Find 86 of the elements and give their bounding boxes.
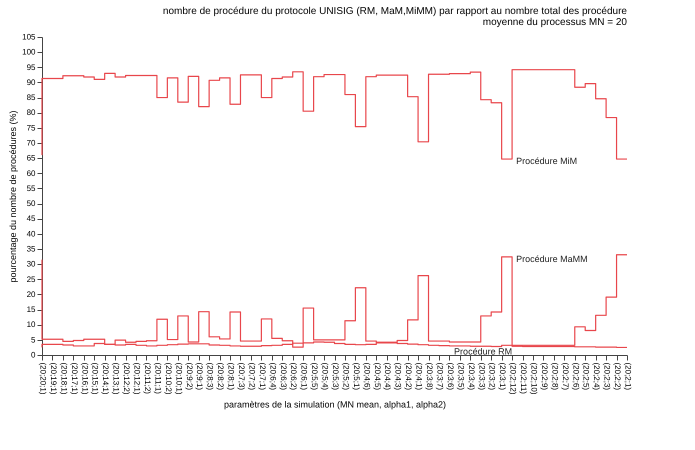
y-tick-label: 20	[26, 290, 36, 299]
x-tick-label: (20;16;1)	[80, 362, 90, 395]
y-tick-label: 5	[31, 335, 36, 344]
y-tick-label: 50	[26, 199, 36, 208]
y-tick-label: 80	[26, 108, 36, 118]
x-tick-label: (20;5;4)	[320, 362, 330, 390]
x-tick-label: (20;3;6)	[446, 362, 455, 390]
y-tick-label: 15	[26, 305, 36, 314]
x-tick-label: (20;18;1)	[59, 362, 68, 395]
x-tick-label: (20;15;1)	[90, 362, 100, 395]
x-tick-label: (20;19;1)	[48, 362, 58, 395]
y-tick-label: 65	[26, 154, 36, 163]
y-tick-label: 45	[26, 214, 36, 224]
y-tick-label: 90	[26, 78, 36, 87]
x-tick-label: (20;3;4)	[466, 362, 476, 390]
x-tick-label: (20;11;2)	[142, 362, 152, 394]
series-label: Procédure MaMM	[516, 254, 588, 264]
x-tick-label: (20;9;1)	[195, 362, 204, 390]
y-tick-label: 25	[26, 274, 36, 284]
series-label: Procédure RM	[454, 346, 512, 356]
x-tick-label: (20;5;2)	[341, 362, 350, 390]
x-tick-label: (20;12;1)	[132, 362, 142, 395]
chart-title: nombre de procédure du protocole UNISIG (RM, MaM,MiMM) par rapport au nombre total des procédure	[162, 6, 628, 17]
x-tick-label: (20;10;1)	[174, 362, 184, 395]
x-tick-label: (20;8;3)	[206, 362, 215, 390]
x-tick-label: (20;6;2)	[289, 362, 298, 390]
x-tick-label: (20;5;1)	[352, 362, 361, 390]
x-tick-label: (20;2;11)	[519, 362, 528, 394]
x-tick-label: (20;2;3)	[602, 362, 612, 390]
x-tick-label: (20;20;1)	[38, 362, 48, 395]
x-tick-label: (20;8;1)	[226, 362, 236, 390]
x-tick-label: (20;5;3)	[331, 362, 340, 390]
x-tick-label: (20;7;1)	[258, 362, 267, 390]
y-tick-label: 30	[26, 260, 36, 269]
x-tick-label: (20;2;9)	[540, 362, 549, 390]
x-tick-label: (20;3;3)	[477, 362, 486, 390]
x-axis-title: paramètres de la simulation (MN mean, alpha1, alpha2)	[224, 400, 446, 410]
x-tick-label: (20;4;5)	[372, 362, 382, 390]
x-tick-label: (20;7;3)	[236, 362, 246, 390]
y-tick-label: 40	[26, 229, 36, 238]
x-tick-label: (20;6;1)	[300, 362, 309, 390]
x-tick-label: (20;3;7)	[435, 362, 444, 390]
x-tick-label: (20;2;7)	[560, 362, 570, 390]
x-tick-label: (20;2;12)	[508, 362, 518, 395]
x-tick-label: (20;12;2)	[122, 362, 132, 395]
x-tick-label: (20;11;1)	[153, 362, 162, 394]
x-tick-label: (20;4;1)	[414, 362, 424, 390]
x-tick-label: (20;2;8)	[550, 362, 560, 390]
x-tick-label: (20;7;2)	[247, 362, 256, 390]
x-tick-label: (20;6;3)	[278, 362, 288, 390]
x-tick-label: (20;17;1)	[70, 362, 79, 395]
y-tick-label: 55	[26, 184, 36, 193]
x-tick-label: (20;5;5)	[310, 362, 320, 390]
chart-subtitle: moyenne du processus MN = 20	[482, 17, 628, 28]
x-tick-label: (20;2;10)	[529, 362, 538, 395]
y-tick-label: 100	[22, 48, 36, 57]
y-tick-label: 95	[26, 62, 36, 72]
x-tick-label: (20;4;2)	[404, 362, 414, 390]
x-tick-label: (20;6;4)	[268, 362, 278, 390]
x-tick-label: (20;4;6)	[362, 362, 372, 390]
x-tick-label: (20;4;4)	[383, 362, 392, 390]
y-tick-label: 35	[26, 244, 36, 254]
x-tick-label: (20;14;1)	[101, 362, 110, 395]
y-tick-label: 10	[26, 320, 36, 330]
x-tick-label: (20;2;5)	[582, 362, 591, 390]
x-tick-label: (20;2;1)	[624, 362, 632, 390]
y-tick-label: 70	[26, 138, 36, 148]
x-tick-label: (20;3;8)	[425, 362, 434, 390]
y-tick-label: 60	[26, 168, 36, 178]
x-tick-label: (20;3;1)	[498, 362, 508, 390]
x-tick-label: (20;2;4)	[592, 362, 602, 390]
y-tick-label: 0	[31, 350, 36, 360]
y-tick-label: 105	[22, 32, 36, 42]
y-tick-label: 75	[26, 123, 36, 132]
x-tick-label: (20;3;2)	[488, 362, 497, 390]
x-tick-label: (20;2;2)	[613, 362, 622, 390]
y-tick-label: 85	[26, 93, 36, 102]
x-tick-label: (20;8;2)	[216, 362, 226, 390]
x-tick-label: (20;2;6)	[571, 362, 580, 390]
x-tick-label: (20;3;5)	[456, 362, 466, 390]
x-tick-label: (20;4;3)	[394, 362, 403, 390]
y-axis-title: pourcentage du nombre de procédures (%)	[8, 110, 18, 283]
x-tick-label: (20;10;2)	[164, 362, 173, 395]
x-tick-label: (20;9;2)	[184, 362, 194, 390]
x-tick-label: (20;13;1)	[112, 362, 121, 395]
series-label: Procédure MiM	[516, 156, 578, 166]
